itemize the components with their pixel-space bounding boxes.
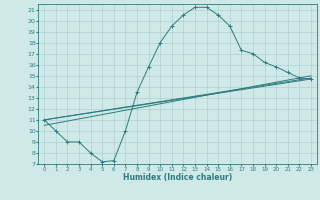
X-axis label: Humidex (Indice chaleur): Humidex (Indice chaleur) — [123, 173, 232, 182]
